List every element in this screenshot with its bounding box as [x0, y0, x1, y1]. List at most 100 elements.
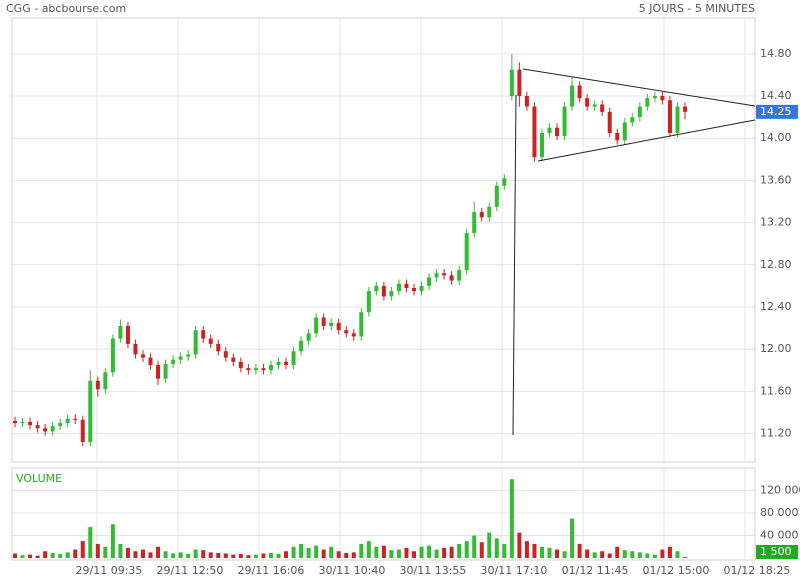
y-tick-label: 14.40 [760, 89, 792, 102]
volume-bar [171, 553, 176, 558]
y-tick-label: 120 000 [760, 484, 800, 497]
volume-bar [675, 551, 680, 558]
y-tick-label: 11.20 [760, 427, 792, 440]
candle-body [163, 363, 168, 379]
candle-body [555, 127, 560, 137]
candle-body [201, 330, 206, 339]
candle-body [321, 317, 326, 326]
volume-bar [73, 549, 78, 558]
candle-body [532, 106, 537, 158]
volume-bar [156, 546, 161, 558]
candle-body [517, 69, 522, 97]
volume-bar [28, 554, 33, 558]
candle-body [329, 322, 334, 326]
candle-body [502, 178, 507, 186]
candle-body [396, 283, 401, 292]
candle-body [118, 325, 123, 339]
candle-body [592, 104, 597, 107]
candle-body [411, 287, 416, 292]
volume-bar [246, 555, 251, 558]
volume-bar [216, 552, 221, 558]
volume-bar [13, 553, 18, 558]
candle-body [524, 96, 529, 107]
volume-bar [600, 551, 605, 558]
candle-body [509, 69, 514, 97]
volume-bar [562, 551, 567, 558]
volume-bar [223, 553, 228, 558]
volume-bar [299, 543, 304, 558]
y-tick-label: 11.60 [760, 384, 792, 397]
volume-bar [547, 547, 552, 558]
volume-bar [20, 555, 25, 558]
candle-body [570, 85, 575, 107]
candle-body [50, 426, 55, 432]
volume-bar [667, 546, 672, 558]
volume-bar [427, 545, 432, 558]
x-tick-label: 01/12 15:00 [643, 564, 710, 577]
candle-body [268, 364, 273, 371]
volume-bar [652, 554, 657, 558]
volume-bar [208, 552, 213, 558]
candle-body [156, 364, 161, 379]
candle-body [404, 283, 409, 288]
volume-bar [637, 552, 642, 558]
candle-body [472, 212, 477, 234]
candle-body [359, 312, 364, 337]
candle-body [442, 273, 447, 276]
volume-bar [404, 547, 409, 558]
y-tick-label: 12.40 [760, 300, 792, 313]
candle-body [261, 368, 266, 371]
candle-body [645, 98, 650, 107]
candle-body [140, 354, 145, 358]
volume-bar [336, 551, 341, 558]
volume-bar [344, 552, 349, 558]
y-tick-label: 80 000 [760, 506, 799, 519]
candle-body [58, 422, 63, 427]
volume-bar [163, 551, 168, 558]
candle-body [479, 212, 484, 218]
volume-bar [201, 550, 206, 558]
candle-body [449, 275, 454, 281]
candle-body [622, 122, 627, 141]
volume-bar [306, 547, 311, 558]
y-tick-label: 13.20 [760, 216, 792, 229]
volume-bar [577, 543, 582, 558]
volume-bar [276, 554, 281, 558]
candle-body [464, 233, 469, 271]
volume-bar [35, 555, 40, 558]
volume-panel [11, 467, 756, 561]
volume-bar [682, 557, 687, 558]
x-tick-label: 30/11 13:55 [400, 564, 467, 577]
candle-body [193, 330, 198, 355]
volume-bar [419, 546, 424, 558]
volume-bar [570, 518, 575, 558]
price-panel [11, 17, 756, 463]
volume-bar [502, 543, 507, 558]
volume-bar [442, 547, 447, 558]
candle-body [13, 420, 18, 423]
volume-bar [472, 535, 477, 558]
volume-bar [585, 549, 590, 558]
volume-bar [389, 550, 394, 558]
candle-body [314, 317, 319, 334]
candle-body [88, 380, 93, 442]
volume-bar [494, 538, 499, 558]
volume-bar [178, 552, 183, 558]
candle-body [125, 325, 130, 344]
candle-body [381, 285, 386, 297]
triangle-upper-line [522, 68, 756, 107]
candle-body [299, 340, 304, 352]
x-tick-label: 29/11 09:35 [76, 564, 143, 577]
candle-body [434, 273, 439, 278]
candle-body [607, 111, 612, 133]
volume-bar [80, 541, 85, 558]
volume-bar [268, 552, 273, 558]
volume-bar [58, 554, 63, 558]
volume-bar [449, 546, 454, 558]
volume-bar [487, 532, 492, 558]
candle-body [65, 418, 70, 423]
x-tick-label: 01/12 11:45 [562, 564, 629, 577]
volume-bar [381, 545, 386, 558]
vertical-drawing [512, 94, 517, 436]
volume-bar [238, 554, 243, 558]
